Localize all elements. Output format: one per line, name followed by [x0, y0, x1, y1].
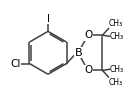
Text: CH₃: CH₃ [110, 32, 124, 41]
Text: CH₃: CH₃ [109, 19, 123, 28]
Text: CH₃: CH₃ [110, 65, 124, 74]
Text: O: O [85, 30, 93, 40]
Text: O: O [85, 65, 93, 75]
Text: I: I [46, 14, 50, 24]
Text: B: B [74, 48, 82, 58]
Text: Cl: Cl [10, 59, 21, 69]
Text: CH₃: CH₃ [109, 78, 123, 87]
